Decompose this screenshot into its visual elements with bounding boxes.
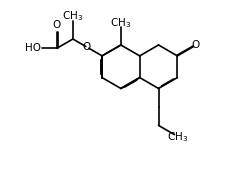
Text: CH$_3$: CH$_3$ (62, 10, 83, 23)
Text: O: O (52, 20, 61, 30)
Text: CH$_3$: CH$_3$ (110, 16, 131, 30)
Text: HO: HO (25, 43, 41, 53)
Text: O: O (191, 40, 199, 50)
Text: O: O (82, 42, 90, 52)
Text: CH$_3$: CH$_3$ (167, 130, 188, 143)
